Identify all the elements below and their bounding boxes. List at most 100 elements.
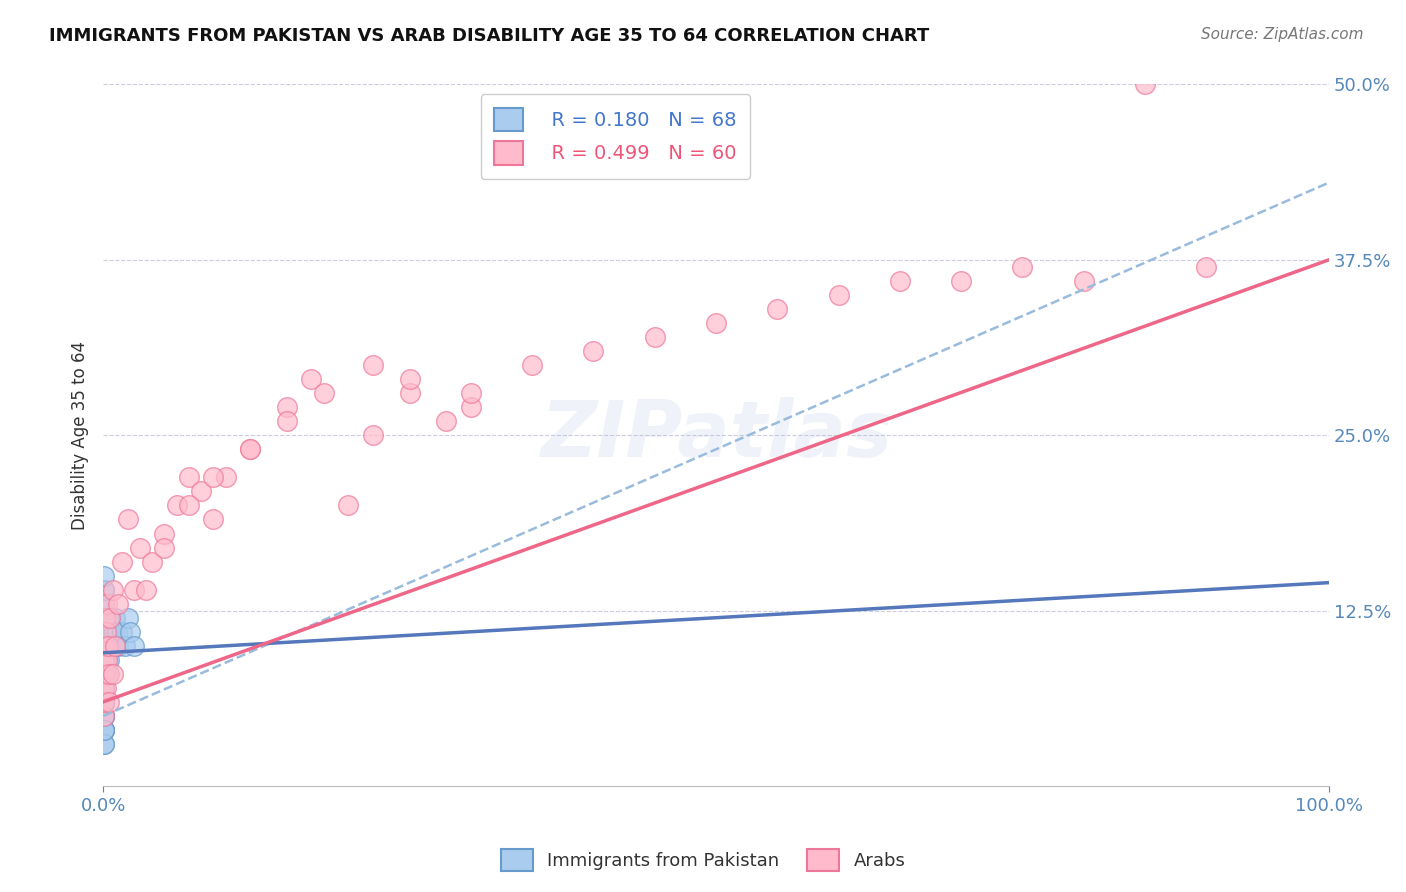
Point — [276, 414, 298, 428]
Point — [398, 372, 420, 386]
Point — [93, 568, 115, 582]
Point — [301, 372, 323, 386]
Point — [93, 597, 115, 611]
Point — [93, 666, 115, 681]
Point — [96, 639, 118, 653]
Point — [98, 695, 121, 709]
Point — [950, 274, 973, 288]
Point — [93, 653, 115, 667]
Point — [153, 526, 176, 541]
Point — [766, 301, 789, 316]
Point — [93, 695, 115, 709]
Point — [96, 653, 118, 667]
Point — [93, 695, 115, 709]
Point — [94, 624, 117, 639]
Point — [93, 681, 115, 695]
Point — [98, 666, 121, 681]
Point — [104, 611, 127, 625]
Point — [166, 499, 188, 513]
Point — [93, 681, 115, 695]
Point — [117, 512, 139, 526]
Point — [202, 470, 225, 484]
Point — [239, 442, 262, 457]
Point — [100, 639, 122, 653]
Point — [93, 611, 115, 625]
Point — [704, 316, 727, 330]
Point — [312, 386, 335, 401]
Point — [94, 639, 117, 653]
Point — [93, 666, 115, 681]
Point — [93, 666, 115, 681]
Point — [97, 639, 120, 653]
Point — [215, 470, 238, 484]
Point — [100, 624, 122, 639]
Point — [239, 442, 262, 457]
Point — [337, 499, 360, 513]
Point — [114, 639, 136, 653]
Point — [135, 582, 157, 597]
Point — [93, 653, 115, 667]
Point — [93, 723, 115, 737]
Point — [94, 653, 117, 667]
Point — [93, 709, 115, 723]
Point — [120, 624, 142, 639]
Point — [398, 386, 420, 401]
Y-axis label: Disability Age 35 to 64: Disability Age 35 to 64 — [72, 341, 89, 530]
Point — [94, 611, 117, 625]
Point — [177, 499, 200, 513]
Point — [93, 709, 115, 723]
Point — [93, 624, 115, 639]
Point — [122, 639, 145, 653]
Point — [1195, 260, 1218, 274]
Point — [93, 695, 115, 709]
Point — [93, 639, 115, 653]
Point — [93, 582, 115, 597]
Point — [93, 709, 115, 723]
Point — [101, 666, 124, 681]
Point — [460, 386, 482, 401]
Point — [434, 414, 457, 428]
Point — [93, 624, 115, 639]
Point — [93, 709, 115, 723]
Point — [93, 582, 115, 597]
Point — [103, 624, 125, 639]
Point — [177, 470, 200, 484]
Point — [460, 401, 482, 415]
Point — [98, 653, 121, 667]
Point — [107, 639, 129, 653]
Point — [93, 653, 115, 667]
Point — [101, 582, 124, 597]
Point — [117, 611, 139, 625]
Point — [96, 624, 118, 639]
Point — [141, 555, 163, 569]
Point — [94, 624, 117, 639]
Point — [520, 358, 543, 372]
Point — [93, 653, 115, 667]
Point — [1133, 78, 1156, 92]
Point — [93, 624, 115, 639]
Point — [93, 737, 115, 751]
Point — [97, 639, 120, 653]
Point — [93, 723, 115, 737]
Point — [93, 695, 115, 709]
Point — [93, 681, 115, 695]
Point — [202, 512, 225, 526]
Point — [93, 653, 115, 667]
Point — [1011, 260, 1033, 274]
Point — [361, 428, 384, 442]
Point — [93, 666, 115, 681]
Point — [93, 695, 115, 709]
Point — [582, 344, 605, 359]
Point — [94, 611, 117, 625]
Point — [98, 624, 121, 639]
Point — [644, 330, 666, 344]
Point — [827, 288, 849, 302]
Point — [93, 723, 115, 737]
Point — [96, 666, 118, 681]
Point — [93, 666, 115, 681]
Point — [104, 639, 127, 653]
Text: Source: ZipAtlas.com: Source: ZipAtlas.com — [1201, 27, 1364, 42]
Point — [93, 737, 115, 751]
Point — [110, 555, 132, 569]
Point — [96, 597, 118, 611]
